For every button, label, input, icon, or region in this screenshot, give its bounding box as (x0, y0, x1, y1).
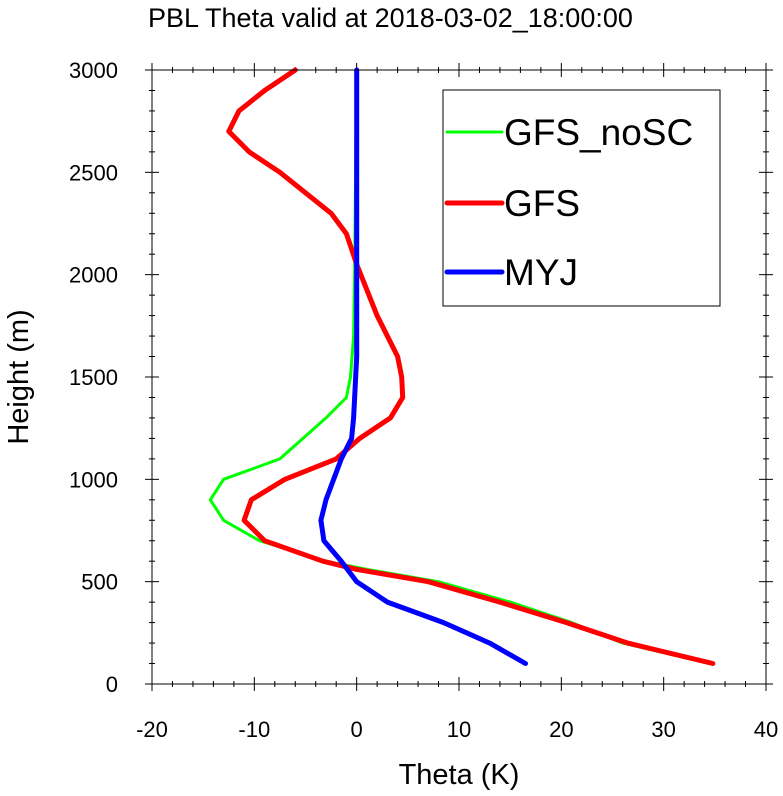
y-tick-label: 2000 (69, 263, 118, 288)
legend-label-gfs: GFS (504, 183, 580, 224)
series-line-gfs-nosc (208, 68, 712, 665)
y-axis-label: Height (m) (3, 309, 35, 444)
series-line-myj (318, 67, 528, 666)
x-tick-label: -10 (238, 717, 270, 742)
y-tick-label: 2500 (69, 160, 118, 185)
legend-label-myj: MYJ (504, 252, 578, 293)
x-tick-label: 40 (754, 717, 778, 742)
series-lines (208, 67, 716, 666)
x-tick-label: -20 (136, 717, 168, 742)
x-tick-label: 30 (651, 717, 675, 742)
legend: GFS_noSC GFS MYJ (442, 89, 721, 307)
series-line-gfs (226, 67, 716, 666)
legend-entries: GFS_noSC GFS MYJ (444, 112, 693, 293)
x-tick-label: 20 (549, 717, 573, 742)
y-tick-label: 500 (81, 570, 118, 595)
y-tick-label: 1000 (69, 467, 118, 492)
x-tick-labels: -20 -10 0 10 20 30 40 (136, 717, 778, 742)
chart-title: PBL Theta valid at 2018-03-02_18:00:00 (148, 3, 633, 33)
y-tick-label: 0 (106, 672, 118, 697)
x-axis-label: Theta (K) (399, 759, 520, 791)
y-tick-label: 1500 (69, 365, 118, 390)
y-tick-labels: 0 500 1000 1500 2000 2500 3000 (69, 58, 118, 697)
x-tick-label: 0 (351, 717, 363, 742)
x-tick-label: 10 (447, 717, 471, 742)
plot-frame (151, 69, 767, 685)
legend-label-gfs-nosc: GFS_noSC (504, 112, 693, 153)
y-tick-label: 3000 (69, 58, 118, 83)
